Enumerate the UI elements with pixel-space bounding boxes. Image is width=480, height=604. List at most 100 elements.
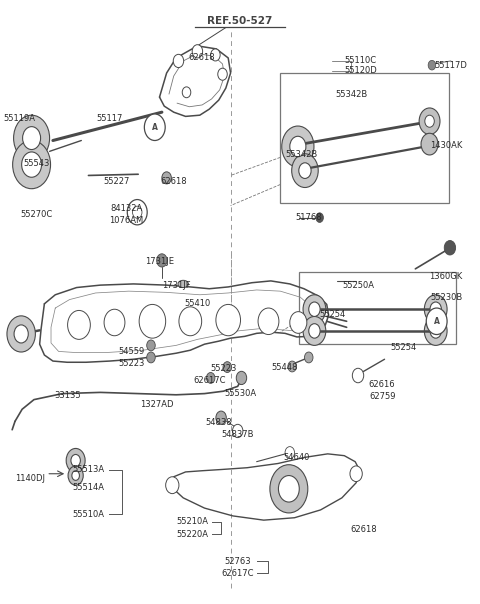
Text: 55220A: 55220A — [177, 530, 209, 539]
Text: 62617C: 62617C — [221, 569, 254, 577]
Ellipse shape — [309, 302, 320, 316]
Circle shape — [147, 352, 155, 363]
Text: 55342B: 55342B — [286, 150, 318, 159]
Circle shape — [428, 60, 436, 70]
Circle shape — [232, 425, 243, 437]
Text: 1140DJ: 1140DJ — [15, 474, 45, 483]
Circle shape — [179, 307, 202, 336]
Ellipse shape — [303, 295, 326, 324]
Text: 62616: 62616 — [369, 380, 396, 389]
Text: 55270C: 55270C — [20, 210, 52, 219]
Circle shape — [285, 446, 295, 458]
Ellipse shape — [12, 141, 50, 188]
Ellipse shape — [424, 316, 447, 345]
Ellipse shape — [23, 127, 41, 150]
Text: 54640: 54640 — [284, 453, 310, 462]
Circle shape — [206, 373, 215, 384]
Circle shape — [166, 477, 179, 493]
Text: 55342B: 55342B — [335, 89, 368, 98]
Text: 55119A: 55119A — [4, 114, 36, 123]
Text: 55514A: 55514A — [72, 483, 105, 492]
Text: 55250A: 55250A — [343, 281, 374, 291]
Ellipse shape — [14, 325, 28, 343]
Text: A: A — [152, 123, 158, 132]
Ellipse shape — [178, 280, 189, 288]
Text: A: A — [434, 316, 440, 326]
Text: 55510A: 55510A — [72, 510, 105, 519]
Text: 55120D: 55120D — [345, 66, 377, 75]
Ellipse shape — [430, 302, 442, 316]
Ellipse shape — [430, 324, 442, 338]
Circle shape — [223, 362, 231, 373]
Text: 55254: 55254 — [319, 310, 346, 318]
Circle shape — [425, 115, 434, 127]
Ellipse shape — [424, 295, 447, 324]
Circle shape — [421, 133, 438, 155]
Ellipse shape — [303, 316, 326, 345]
Text: 1430AK: 1430AK — [430, 141, 462, 150]
Circle shape — [127, 199, 147, 225]
Ellipse shape — [7, 316, 36, 352]
Text: 55543: 55543 — [23, 159, 49, 168]
Circle shape — [173, 54, 184, 68]
Text: 84132A: 84132A — [110, 204, 143, 213]
Text: 55210A: 55210A — [177, 518, 209, 527]
Circle shape — [156, 254, 167, 267]
Ellipse shape — [278, 475, 299, 502]
Circle shape — [419, 108, 440, 135]
Ellipse shape — [270, 464, 308, 513]
Circle shape — [162, 172, 171, 184]
Text: 55223: 55223 — [210, 364, 237, 373]
Text: 55110C: 55110C — [345, 56, 377, 65]
Circle shape — [258, 308, 279, 335]
Bar — [280, 73, 448, 202]
Ellipse shape — [309, 324, 320, 338]
Ellipse shape — [282, 126, 314, 167]
Text: 55448: 55448 — [272, 362, 298, 371]
Text: 55410: 55410 — [184, 299, 211, 307]
Circle shape — [192, 45, 203, 58]
Ellipse shape — [13, 115, 49, 161]
Circle shape — [236, 371, 247, 385]
Text: 54838: 54838 — [205, 418, 232, 427]
Circle shape — [68, 310, 90, 339]
Ellipse shape — [22, 152, 42, 177]
Circle shape — [444, 240, 456, 255]
Circle shape — [211, 49, 220, 61]
Ellipse shape — [290, 137, 306, 157]
Text: 1076AM: 1076AM — [109, 216, 144, 225]
Text: 55227: 55227 — [104, 177, 130, 186]
Text: 55223: 55223 — [118, 359, 144, 368]
Text: 62617C: 62617C — [193, 376, 226, 385]
Text: 51768: 51768 — [295, 213, 322, 222]
Ellipse shape — [68, 466, 83, 485]
Circle shape — [218, 68, 227, 80]
Circle shape — [182, 87, 191, 98]
Text: 55230B: 55230B — [430, 293, 462, 301]
Circle shape — [147, 340, 155, 351]
Ellipse shape — [292, 154, 318, 187]
Text: 55254: 55254 — [390, 342, 417, 352]
Circle shape — [144, 114, 165, 141]
Bar — [299, 272, 456, 344]
Circle shape — [426, 308, 447, 335]
Circle shape — [316, 213, 324, 222]
Text: 55530A: 55530A — [224, 389, 256, 398]
Ellipse shape — [71, 454, 80, 466]
Text: 55117D: 55117D — [434, 60, 468, 69]
Circle shape — [304, 352, 313, 363]
Text: 1327AD: 1327AD — [140, 400, 174, 409]
Text: 62618: 62618 — [350, 525, 376, 535]
Ellipse shape — [72, 471, 80, 480]
Circle shape — [139, 304, 166, 338]
Ellipse shape — [66, 448, 85, 472]
Ellipse shape — [299, 163, 311, 178]
Text: REF.50-527: REF.50-527 — [207, 16, 273, 26]
Circle shape — [352, 368, 364, 383]
Text: 62618: 62618 — [189, 53, 216, 62]
Text: 62618: 62618 — [160, 177, 187, 186]
Text: 55117: 55117 — [96, 114, 123, 123]
Circle shape — [288, 361, 297, 372]
Text: 62759: 62759 — [369, 392, 396, 401]
Circle shape — [216, 411, 226, 425]
